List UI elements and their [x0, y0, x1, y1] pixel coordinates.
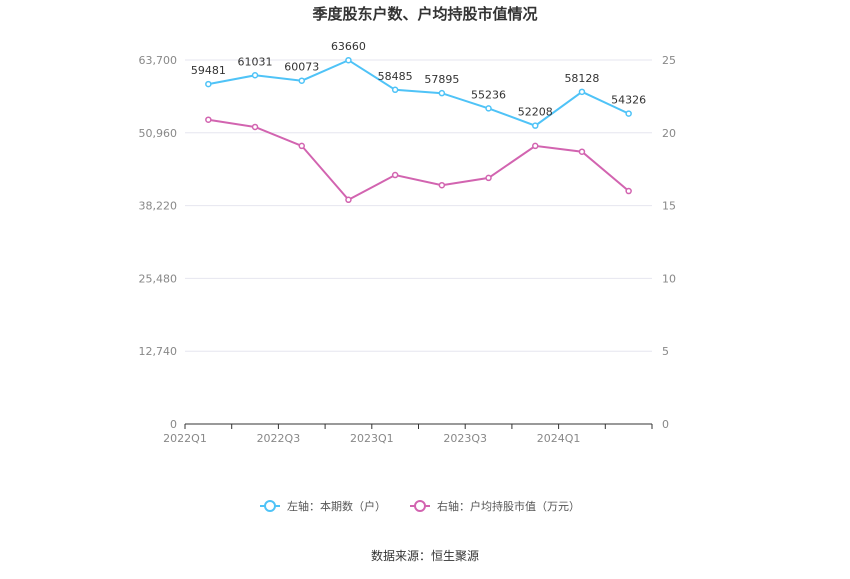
- legend-marker-icon: [414, 500, 426, 512]
- grid: [185, 59, 652, 352]
- x-axis-tick-label: 2023Q1: [350, 432, 394, 445]
- data-point[interactable]: [205, 116, 212, 123]
- left-axis-tick-label: 12,740: [139, 345, 178, 358]
- series-layer: 59481 61031 60073 63660 58485 57895 55236 52208…: [191, 40, 646, 204]
- data-point[interactable]: [438, 89, 446, 97]
- legend[interactable]: 左轴：本期数（户） 右轴：户均持股市值（万元）: [260, 499, 580, 513]
- data-label: 55236: [471, 88, 506, 101]
- legend-label: 左轴：本期数（户）: [287, 499, 386, 513]
- data-point[interactable]: [578, 148, 586, 155]
- axes: 0 0 12,740 5 25,480 10 38,220 15 50,960 20 63,700 2…: [139, 54, 677, 445]
- x-axis-tick-label: 2023Q3: [443, 432, 487, 445]
- data-label: 57895: [424, 73, 459, 86]
- data-point[interactable]: [625, 187, 632, 195]
- data-label: 59481: [191, 64, 226, 77]
- left-axis-tick-label: 0: [170, 418, 177, 431]
- data-point[interactable]: [345, 196, 352, 204]
- data-label: 58485: [378, 70, 413, 83]
- data-point[interactable]: [532, 142, 539, 150]
- series-line-2: [208, 118, 630, 202]
- data-point[interactable]: [345, 56, 352, 64]
- left-axis-tick-label: 63,700: [139, 54, 178, 67]
- data-point[interactable]: [391, 171, 399, 179]
- right-axis-tick-label: 15: [662, 200, 676, 213]
- left-axis-tick-label: 50,960: [139, 127, 178, 140]
- chart-title: 季度股东户数、户均持股市值情况: [312, 5, 537, 23]
- x-axis-tick-label: 2024Q1: [537, 432, 581, 445]
- legend-label: 右轴：户均持股市值（万元）: [437, 499, 580, 513]
- x-axis-tick-label: 2022Q1: [163, 432, 207, 445]
- data-point[interactable]: [205, 80, 212, 88]
- data-point[interactable]: [485, 105, 492, 112]
- series-line-1: [208, 59, 630, 127]
- data-point[interactable]: [532, 122, 539, 129]
- right-axis-tick-label: 20: [662, 127, 676, 140]
- data-point[interactable]: [298, 142, 305, 150]
- right-axis-tick-label: 10: [662, 272, 676, 285]
- data-label: 54326: [611, 94, 646, 107]
- legend-item-1[interactable]: 左轴：本期数（户）: [260, 499, 386, 513]
- data-label: 60073: [284, 61, 319, 74]
- data-label: 61031: [238, 55, 273, 68]
- data-point[interactable]: [578, 88, 586, 96]
- data-point[interactable]: [298, 77, 305, 84]
- data-label: 58128: [564, 72, 599, 85]
- data-label: 63660: [331, 40, 366, 53]
- left-axis-tick-label: 25,480: [139, 272, 178, 285]
- right-axis-tick-label: 25: [662, 54, 676, 67]
- right-axis-tick-label: 5: [662, 345, 669, 358]
- legend-item-2[interactable]: 右轴：户均持股市值（万元）: [410, 499, 580, 513]
- data-label: 52208: [518, 106, 553, 119]
- x-axis-tick-label: 2022Q3: [257, 432, 301, 445]
- left-axis-tick-label: 38,220: [139, 200, 178, 213]
- data-point[interactable]: [625, 110, 632, 117]
- data-point[interactable]: [251, 123, 259, 131]
- data-point[interactable]: [251, 72, 259, 79]
- data-point[interactable]: [391, 86, 399, 94]
- source-text: 数据来源：恒生聚源: [371, 548, 479, 563]
- data-point[interactable]: [438, 181, 446, 189]
- legend-marker-icon: [264, 500, 276, 512]
- right-axis-tick-label: 0: [662, 418, 669, 431]
- data-point[interactable]: [485, 174, 492, 182]
